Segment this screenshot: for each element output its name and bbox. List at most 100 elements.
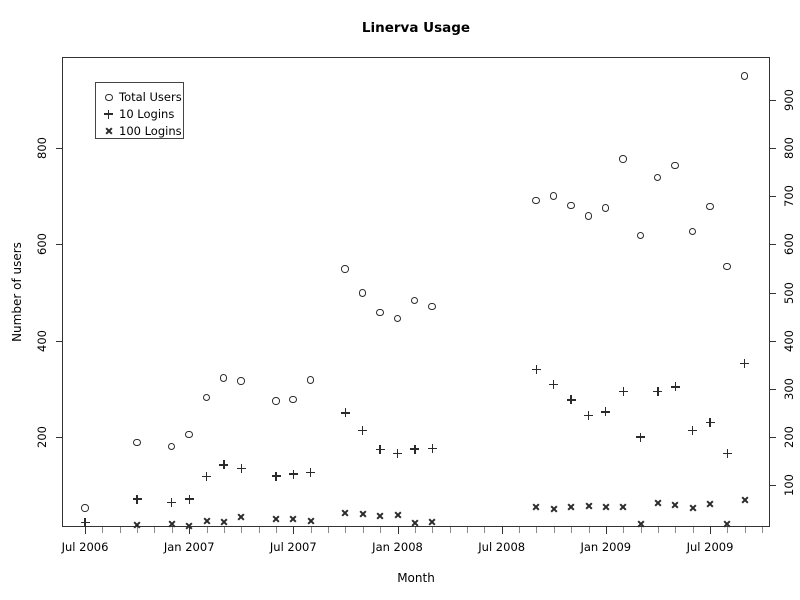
point-total-users	[393, 314, 401, 322]
point-total-users	[688, 227, 697, 236]
point-total-users	[410, 296, 419, 305]
x-axis-tick-minor	[310, 527, 312, 533]
x-axis-tick-label: Jul 2008	[478, 540, 526, 554]
y-axis-tick-left	[56, 340, 62, 342]
x-axis-tick-major	[293, 527, 295, 534]
point-10-logins	[653, 386, 663, 396]
y-axis-tick-label-left: 200	[35, 426, 49, 448]
point-10-logins	[236, 463, 246, 473]
point-total-users	[185, 430, 193, 439]
point-10-logins	[549, 380, 559, 389]
x-axis-tick-minor	[102, 527, 104, 533]
point-10-logins	[618, 387, 628, 397]
legend-label: 100 Logins	[119, 123, 182, 138]
y-axis-tick-left	[56, 244, 62, 246]
point-total-users	[306, 376, 315, 384]
point-total-users	[341, 265, 349, 273]
point-10-logins	[670, 382, 680, 392]
x-axis-tick-minor	[675, 527, 677, 533]
point-10-logins	[132, 494, 142, 504]
x-marker-icon	[103, 125, 115, 137]
x-axis-tick-minor	[553, 527, 555, 533]
point-10-logins	[427, 444, 437, 453]
legend-entry-10-logins: 10 Logins	[103, 105, 183, 122]
point-10-logins	[219, 460, 229, 470]
x-axis-tick-minor	[588, 527, 590, 533]
point-10-logins	[393, 448, 402, 458]
x-axis-tick-major	[501, 527, 503, 534]
point-10-logins	[358, 425, 368, 435]
x-axis-tick-minor	[206, 527, 208, 533]
y-axis-tick-label-right: 400	[782, 329, 796, 352]
point-10-logins	[740, 359, 750, 369]
y-axis-tick-right	[770, 340, 776, 342]
y-axis-tick-left	[56, 437, 62, 438]
point-total-users	[740, 72, 749, 80]
y-axis-label: Number of users	[10, 242, 24, 342]
y-axis-tick-label-right: 700	[782, 185, 796, 208]
x-axis-tick-minor	[362, 527, 364, 533]
y-axis-tick-label-right: 800	[782, 137, 796, 159]
x-axis-tick-minor	[640, 527, 642, 533]
x-axis-tick-minor	[692, 527, 694, 533]
x-axis-label: Month	[397, 571, 435, 585]
x-axis-tick-minor	[484, 527, 486, 533]
x-axis-tick-minor	[432, 527, 434, 533]
x-axis-tick-minor	[328, 527, 330, 533]
y-axis-tick-label-right: 200	[782, 426, 796, 448]
x-axis-tick-minor	[258, 527, 260, 533]
x-axis-tick-minor	[536, 527, 538, 533]
x-axis-tick-major	[397, 527, 399, 534]
x-axis-tick-minor	[762, 527, 764, 533]
y-axis-tick-right	[770, 99, 776, 101]
point-10-logins	[202, 472, 211, 481]
x-axis-tick-label: Jan 2009	[580, 540, 632, 554]
x-axis-tick-label: Jul 2006	[61, 540, 109, 554]
x-axis-tick-minor	[119, 527, 121, 533]
point-total-users	[237, 377, 245, 385]
point-total-users	[671, 161, 679, 170]
legend-label: Total Users	[119, 89, 182, 104]
y-axis-tick-right	[770, 196, 776, 198]
point-10-logins	[306, 468, 316, 478]
point-total-users	[289, 395, 297, 404]
point-total-users	[619, 155, 627, 163]
y-axis-tick-right	[770, 485, 776, 487]
point-10-logins	[688, 426, 698, 436]
x-axis-tick-minor	[241, 527, 243, 533]
point-total-users	[584, 212, 592, 220]
point-total-users	[219, 374, 228, 382]
x-axis-tick-label: Jan 2008	[372, 540, 423, 554]
y-axis-tick-right	[770, 388, 776, 390]
circle-marker-icon	[103, 91, 115, 103]
point-total-users	[167, 442, 176, 451]
x-axis-tick-label: Jul 2009	[686, 540, 734, 554]
point-10-logins	[531, 365, 541, 374]
y-axis-tick-label-right: 300	[782, 377, 796, 400]
y-axis-tick-label-right: 900	[782, 88, 796, 111]
point-10-logins	[288, 469, 298, 479]
point-total-users	[706, 202, 714, 211]
point-total-users	[428, 302, 436, 311]
point-total-users	[81, 504, 89, 512]
y-axis-tick-left	[56, 148, 62, 149]
point-total-users	[636, 231, 645, 240]
x-axis-tick-minor	[171, 527, 173, 533]
point-10-logins	[722, 449, 732, 459]
y-axis-tick-right	[770, 244, 776, 246]
y-axis-tick-right	[770, 437, 776, 438]
point-total-users	[133, 438, 141, 447]
x-axis-tick-minor	[571, 527, 573, 533]
legend-entry-100-logins: 100 Logins	[103, 122, 183, 139]
point-total-users	[376, 308, 384, 317]
y-axis-tick-label-right: 600	[782, 233, 796, 256]
x-axis-tick-minor	[276, 527, 277, 533]
x-axis-tick-minor	[223, 527, 225, 533]
x-axis-tick-major	[710, 527, 711, 534]
plus-marker-icon	[103, 108, 115, 120]
point-total-users	[567, 201, 575, 210]
point-10-logins	[80, 518, 90, 528]
x-axis-tick-minor	[345, 527, 347, 533]
x-axis-tick-minor	[519, 527, 520, 533]
